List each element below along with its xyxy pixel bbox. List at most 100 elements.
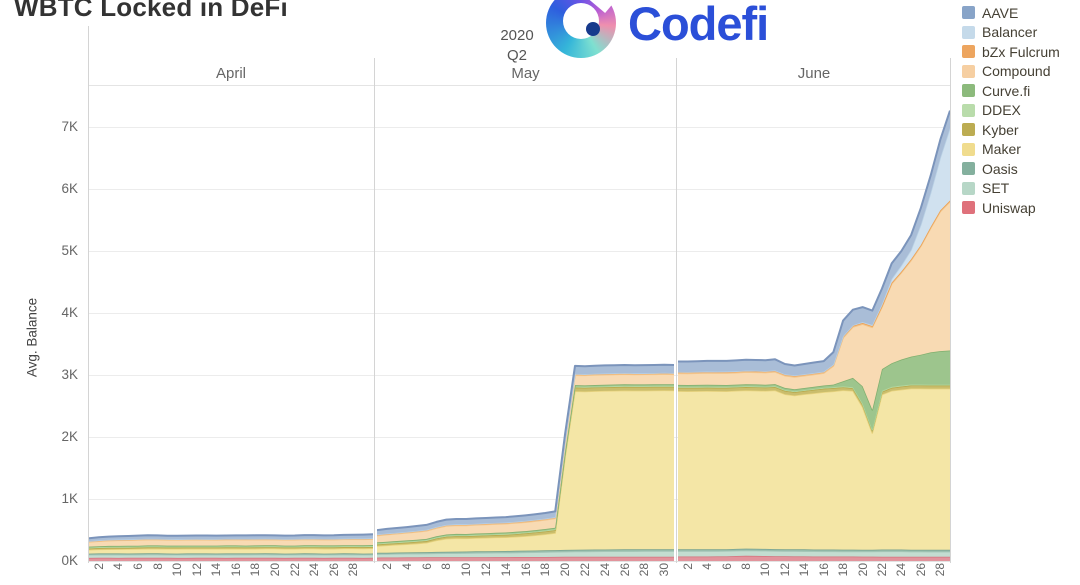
area-Oasis [377, 549, 674, 555]
legend-swatch-Maker [962, 142, 975, 156]
x-tick-june-26: 26 [913, 563, 928, 577]
x-tick-april-8: 8 [150, 563, 165, 570]
x-tick-june-24: 24 [894, 563, 909, 577]
y-tick-3K: 3K [61, 367, 78, 382]
x-tick-may-4: 4 [399, 563, 414, 570]
x-tick-june-8: 8 [739, 563, 753, 570]
area-Kyber [678, 385, 950, 434]
legend-label-Balancer: Balancer [982, 24, 1038, 41]
gridline-4K [88, 313, 950, 314]
legend-label-Maker: Maker [982, 141, 1021, 158]
legend-swatch-Compound [962, 64, 975, 78]
month-label-may: May [511, 65, 540, 82]
x-tick-april-6: 6 [130, 563, 145, 570]
legend-item-DDEX[interactable]: DDEX [962, 101, 1060, 121]
page-title: WBTC Locked in DeFi [14, 0, 288, 22]
x-tick-april-14: 14 [209, 563, 224, 577]
x-tick-may-28: 28 [637, 563, 652, 577]
y-tick-7K: 7K [61, 119, 78, 134]
gridline-0K [88, 561, 950, 562]
line-Curve.fi [89, 544, 373, 548]
legend-swatch-bZx Fulcrum [962, 45, 975, 59]
legend-label-Curve.fi: Curve.fi [982, 82, 1031, 99]
x-tick-april-20: 20 [268, 563, 283, 577]
legend-item-AAVE[interactable]: AAVE [962, 3, 1060, 23]
gridline-6K [88, 189, 950, 190]
x-tick-june-10: 10 [758, 563, 773, 577]
area-Compound [89, 539, 373, 547]
y-tick-1K: 1K [61, 491, 78, 506]
x-tick-june-12: 12 [777, 563, 792, 577]
legend-swatch-Kyber [962, 123, 975, 137]
month-label-april: April [215, 65, 246, 82]
line-AAVE [377, 363, 674, 532]
legend-item-Oasis[interactable]: Oasis [962, 159, 1060, 179]
y-tick-4K: 4K [61, 305, 78, 320]
x-tick-april-22: 22 [287, 563, 302, 577]
legend-item-Compound[interactable]: Compound [962, 62, 1060, 82]
x-tick-may-26: 26 [617, 563, 632, 577]
area-Maker [678, 388, 950, 550]
area-chart-panel-april[interactable] [89, 86, 373, 563]
line-AAVE [678, 110, 950, 367]
legend-label-DDEX: DDEX [982, 102, 1021, 119]
area-Maker [89, 548, 373, 554]
legend-item-Maker[interactable]: Maker [962, 140, 1060, 160]
x-tick-april-10: 10 [170, 563, 185, 577]
gridline-7K [88, 127, 950, 128]
x-tick-june-4: 4 [700, 563, 715, 570]
legend-item-SET[interactable]: SET [962, 179, 1060, 199]
x-tick-june-20: 20 [855, 563, 870, 577]
area-chart-panel-june[interactable] [678, 86, 950, 563]
x-tick-may-16: 16 [518, 563, 533, 577]
legend-item-Uniswap[interactable]: Uniswap [962, 198, 1060, 218]
legend-label-SET: SET [982, 180, 1010, 197]
x-tick-april-2: 2 [91, 563, 106, 570]
section-border [676, 58, 677, 563]
x-tick-may-6: 6 [419, 563, 434, 570]
section-border [88, 26, 89, 563]
x-tick-may-2: 2 [379, 563, 394, 570]
x-tick-april-12: 12 [189, 563, 204, 577]
month-header-underline [88, 85, 950, 86]
period-year: 2020 [500, 27, 534, 44]
period-quarter: Q2 [506, 47, 527, 64]
legend-label-Kyber: Kyber [982, 121, 1019, 138]
x-tick-may-30: 30 [657, 563, 672, 577]
section-border [374, 58, 375, 563]
legend-label-bZx Fulcrum: bZx Fulcrum [982, 43, 1060, 60]
x-tick-april-18: 18 [248, 563, 263, 577]
x-tick-april-16: 16 [228, 563, 243, 577]
line-AAVE [89, 533, 373, 540]
x-tick-may-14: 14 [498, 563, 513, 577]
codefi-logo-dot [586, 22, 600, 36]
legend-swatch-Curve.fi [962, 84, 975, 98]
x-tick-june-6: 6 [719, 563, 734, 570]
legend-item-Balancer[interactable]: Balancer [962, 23, 1060, 43]
legend-label-AAVE: AAVE [982, 4, 1019, 21]
legend-item-Curve.fi[interactable]: Curve.fi [962, 81, 1060, 101]
legend-item-Kyber[interactable]: Kyber [962, 120, 1060, 140]
x-tick-june-22: 22 [875, 563, 889, 577]
legend-swatch-DDEX [962, 103, 975, 117]
x-tick-april-28: 28 [346, 563, 361, 577]
x-tick-june-2: 2 [680, 563, 695, 570]
month-label-june: June [797, 65, 831, 82]
area-Compound [678, 201, 950, 410]
legend-label-Compound: Compound [982, 63, 1051, 80]
x-tick-may-22: 22 [577, 563, 592, 577]
legend-item-bZx Fulcrum[interactable]: bZx Fulcrum [962, 42, 1060, 62]
area-chart-panel-may[interactable] [377, 86, 674, 563]
y-tick-0K: 0K [61, 553, 78, 568]
x-tick-june-18: 18 [836, 563, 851, 577]
section-border [950, 58, 951, 563]
legend-label-Uniswap: Uniswap [982, 199, 1036, 216]
gridline-5K [88, 251, 950, 252]
gridline-3K [88, 375, 950, 376]
legend: AAVE Balancer bZx Fulcrum Compound Curve.fi D… [962, 3, 1060, 218]
legend-swatch-AAVE [962, 6, 975, 20]
x-tick-june-16: 16 [816, 563, 831, 577]
x-tick-may-24: 24 [597, 563, 612, 577]
legend-label-Oasis: Oasis [982, 160, 1018, 177]
